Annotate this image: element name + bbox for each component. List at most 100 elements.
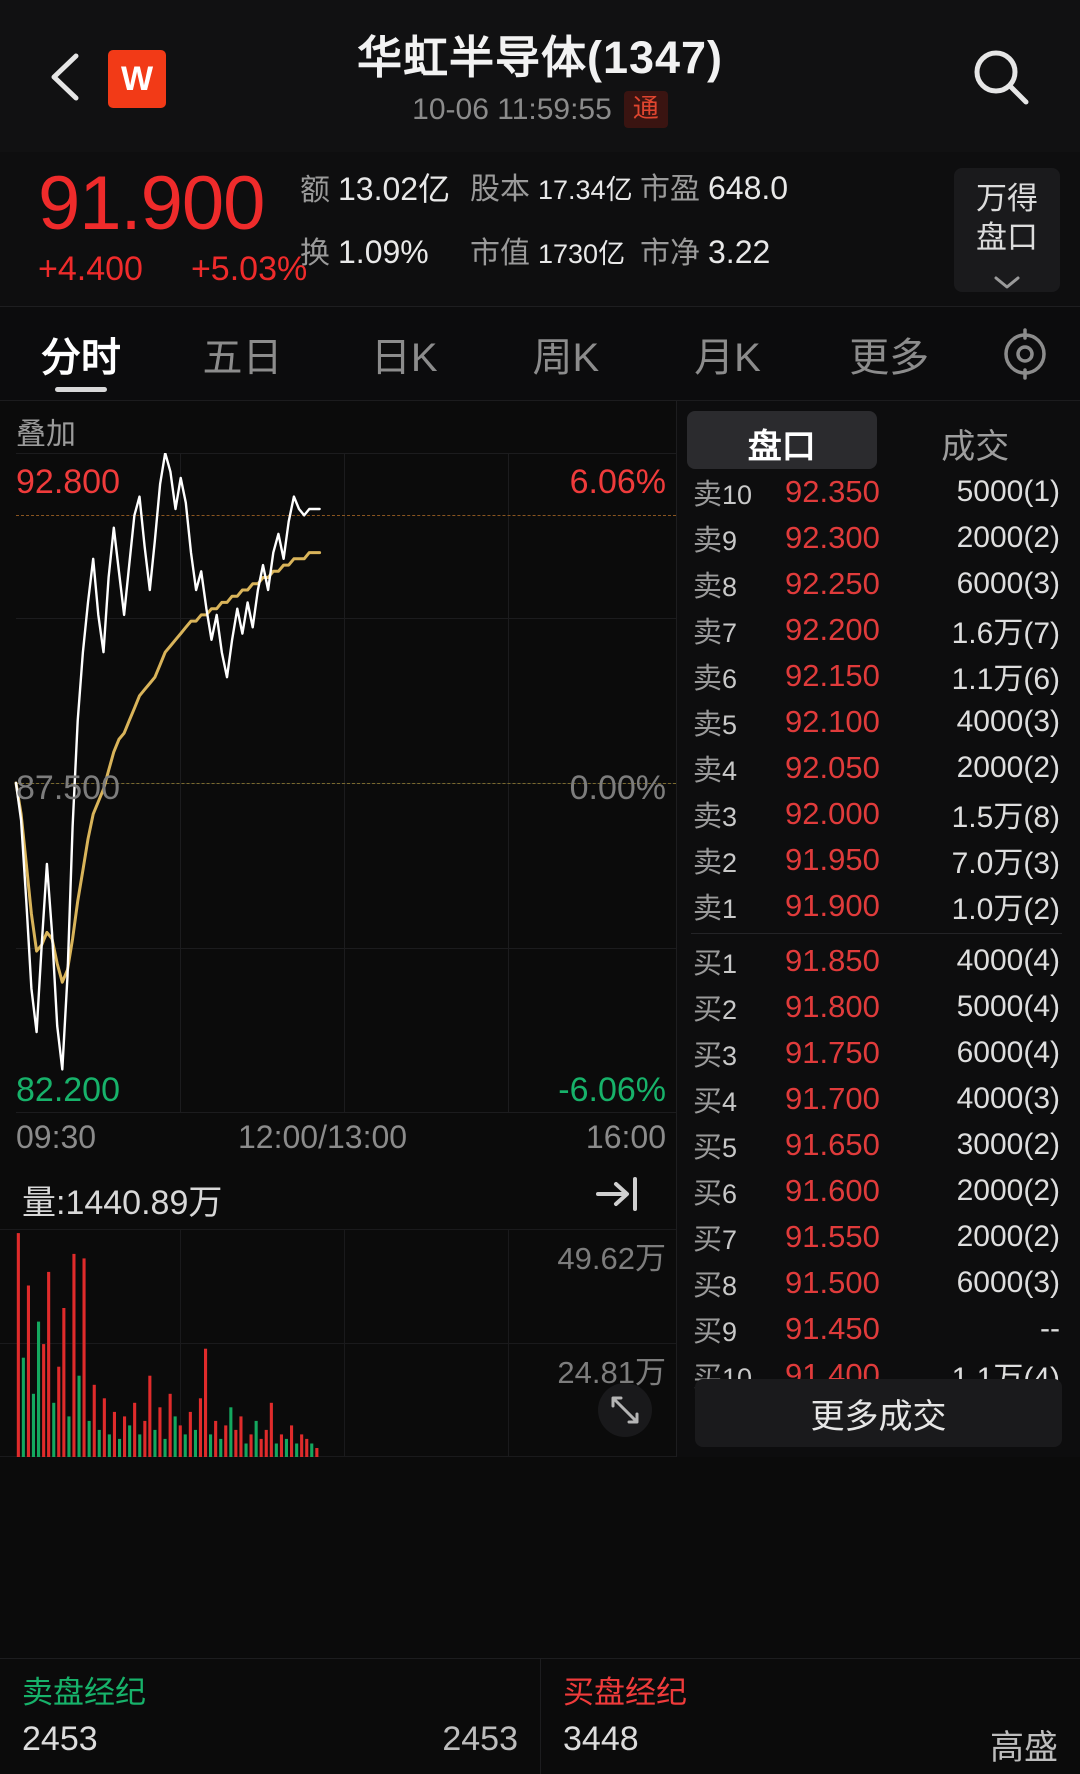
wind-button-line2: 盘口 (976, 219, 1038, 255)
axis-high-pct: 6.06% (569, 463, 666, 501)
sell-row[interactable]: 卖10 92.350 5000(1) (683, 469, 1074, 515)
book-level: 卖1 (693, 893, 738, 925)
book-quantity: 1.5万(8) (951, 801, 1060, 834)
book-quantity: 2000(2) (956, 521, 1060, 554)
book-quantity: 4000(3) (956, 705, 1060, 738)
book-divider (691, 933, 1062, 934)
volume-total: 量:1440.89万 (22, 1184, 223, 1222)
stat-amount: 额 13.02亿 (300, 164, 470, 210)
book-level: 买5 (693, 1132, 738, 1164)
buy-broker-section[interactable]: 买盘经纪 3448 高盛 (540, 1659, 1080, 1774)
book-level: 卖6 (693, 663, 738, 695)
buy-row[interactable]: 买7 91.550 2000(2) (683, 1214, 1074, 1260)
time-label-noon: 12:00/13:00 (238, 1119, 408, 1155)
book-level: 买9 (693, 1316, 738, 1348)
search-icon[interactable] (968, 44, 1034, 110)
back-icon[interactable] (44, 50, 86, 104)
book-price: 91.550 (785, 1219, 880, 1254)
status-badge: 通 (623, 91, 668, 129)
tab-label: 盘口 (747, 428, 816, 466)
sell-row[interactable]: 卖3 92.000 1.5万(8) (683, 791, 1074, 837)
tab-label: 成交 (941, 428, 1010, 466)
book-quantity: 2000(2) (956, 1174, 1060, 1207)
volume-axis-high: 49.62万 (557, 1241, 666, 1276)
book-quantity: 2000(2) (956, 1220, 1060, 1253)
wind-orderbook-button[interactable]: 万得 盘口 (954, 168, 1060, 292)
book-price: 91.800 (785, 989, 880, 1024)
axis-mid-pct: 0.00% (569, 769, 666, 807)
stat-label: 市盈 (640, 173, 700, 206)
wind-logo-icon[interactable]: W (108, 50, 166, 108)
price-change: +4.400 (38, 250, 143, 288)
buy-row[interactable]: 买5 91.650 3000(2) (683, 1122, 1074, 1168)
sell-row[interactable]: 卖7 92.200 1.6万(7) (683, 607, 1074, 653)
book-quantity: 2000(2) (956, 751, 1060, 784)
tab-label: 五日 (202, 335, 283, 380)
tab-order-book[interactable]: 盘口 (687, 411, 877, 469)
overlay-toggle[interactable]: 叠加 (16, 418, 76, 451)
more-deals-button[interactable]: 更多成交 (695, 1379, 1062, 1447)
chevron-down-icon (992, 262, 1022, 301)
sell-broker-section[interactable]: 卖盘经纪 2453 2453 (0, 1659, 540, 1774)
sell-broker-line: 2453 2453 (22, 1720, 518, 1759)
wind-logo-letter: W (120, 60, 154, 98)
sell-row[interactable]: 卖6 92.150 1.1万(6) (683, 653, 1074, 699)
volume-series-svg (16, 1233, 319, 1457)
book-price: 91.750 (785, 1035, 880, 1070)
buy-broker-title: 买盘经纪 (563, 1675, 687, 1710)
book-price: 91.850 (785, 943, 880, 978)
prev-close-line (16, 783, 676, 784)
book-quantity: 5000(1) (956, 475, 1060, 508)
buy-row[interactable]: 买6 91.600 2000(2) (683, 1168, 1074, 1214)
quote-timestamp: 10-06 11:59:55 (412, 92, 612, 126)
axis-mid-price: 87.500 (16, 769, 120, 807)
book-quantity: 5000(4) (956, 990, 1060, 1023)
sell-rows: 卖10 92.350 5000(1) 卖9 92.300 2000(2) 卖8 92.250 6… (677, 469, 1080, 929)
jump-to-end-icon[interactable] (592, 1171, 642, 1222)
stat-value: 648.0 (708, 170, 789, 206)
tab-five-day[interactable]: 五日 (162, 307, 324, 400)
sell-row[interactable]: 卖4 92.050 2000(2) (683, 745, 1074, 791)
sell-row[interactable]: 卖2 91.950 7.0万(3) (683, 837, 1074, 883)
sell-row[interactable]: 卖9 92.300 2000(2) (683, 515, 1074, 561)
tab-more[interactable]: 更多 (808, 307, 970, 400)
tab-intraday[interactable]: 分时 (0, 307, 162, 400)
volume-axis-mid: 24.81万 (557, 1355, 666, 1390)
quote-panel: 91.900 +4.400 +5.03% 额 13.02亿 股本 17.34亿 … (0, 152, 1080, 307)
stat-marketcap: 市值 1730亿 (470, 228, 640, 272)
book-price: 91.500 (785, 1265, 880, 1300)
tab-label: 周K (532, 335, 600, 380)
expand-icon[interactable] (598, 1383, 652, 1437)
book-level: 卖4 (693, 755, 738, 787)
book-price: 92.150 (785, 658, 880, 693)
book-level: 卖5 (693, 709, 738, 741)
book-level: 买2 (693, 994, 738, 1026)
tab-weekly-k[interactable]: 周K (485, 307, 647, 400)
book-quantity: 3000(2) (956, 1128, 1060, 1161)
sell-row[interactable]: 卖8 92.250 6000(3) (683, 561, 1074, 607)
sell-broker-title: 卖盘经纪 (22, 1675, 146, 1710)
tab-trades[interactable]: 成交 (881, 411, 1071, 469)
volume-header: 量:1440.89万 (0, 1169, 676, 1229)
book-level: 卖9 (693, 525, 738, 557)
sell-row[interactable]: 卖5 92.100 4000(3) (683, 699, 1074, 745)
sell-row[interactable]: 卖1 91.900 1.0万(2) (683, 883, 1074, 929)
buy-row[interactable]: 买3 91.750 6000(4) (683, 1030, 1074, 1076)
intraday-price-chart[interactable]: 92.800 6.06% 87.500 0.00% 82.200 -6.06% (0, 453, 676, 1113)
book-price: 92.300 (785, 520, 880, 555)
buy-row[interactable]: 买1 91.850 4000(4) (683, 938, 1074, 984)
buy-rows: 买1 91.850 4000(4) 买2 91.800 5000(4) 买3 91.750 60… (677, 938, 1080, 1398)
gear-icon[interactable] (970, 327, 1080, 381)
price-series-svg (14, 453, 322, 1071)
buy-row[interactable]: 买2 91.800 5000(4) (683, 984, 1074, 1030)
tab-daily-k[interactable]: 日K (323, 307, 485, 400)
book-level: 卖8 (693, 571, 738, 603)
buy-row[interactable]: 买4 91.700 4000(3) (683, 1076, 1074, 1122)
volume-chart[interactable]: 49.62万 24.81万 (0, 1229, 676, 1457)
tab-monthly-k[interactable]: 月K (647, 307, 809, 400)
buy-row[interactable]: 买9 91.450 -- (683, 1306, 1074, 1352)
order-book-tabs: 盘口 成交 (677, 401, 1080, 469)
buy-row[interactable]: 买8 91.500 6000(3) (683, 1260, 1074, 1306)
tab-label: 分时 (40, 335, 121, 380)
stat-label: 额 (300, 174, 330, 207)
